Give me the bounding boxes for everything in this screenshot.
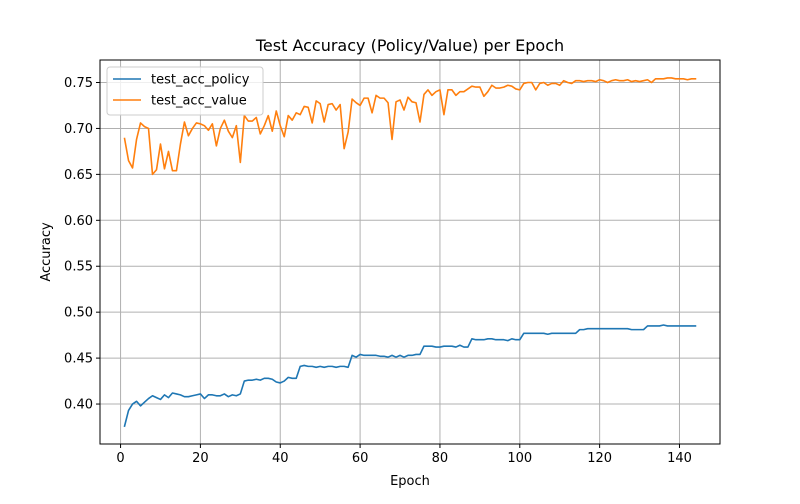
axis-ticks: 0 20 40 60 80 100 120 140 0.40 0.45 0.50 0.55 0.60 0.…: [64, 76, 692, 466]
x-axis-label: Epoch: [390, 474, 430, 489]
plot-area-frame: [99, 59, 721, 445]
series-group: [123, 77, 697, 428]
series-line-test_acc_value: [123, 77, 697, 176]
y-tick-label: 0.40: [64, 398, 93, 413]
series-line-test_acc_policy: [123, 324, 697, 428]
x-tick-label: 20: [192, 451, 209, 466]
y-tick-label: 0.50: [64, 306, 93, 321]
x-tick-label: 140: [667, 451, 692, 466]
x-tick-label: 100: [507, 451, 532, 466]
y-tick-label: 0.70: [64, 122, 93, 137]
x-tick-label: 40: [272, 451, 289, 466]
y-tick-label: 0.45: [64, 352, 93, 367]
y-tick-label: 0.60: [64, 214, 93, 229]
x-tick-label: 0: [116, 451, 124, 466]
y-axis-label: Accuracy: [39, 222, 54, 282]
y-tick-label: 0.75: [64, 76, 93, 91]
legend: test_acc_policy test_acc_value: [106, 66, 264, 116]
x-tick-label: 80: [432, 451, 449, 466]
x-tick-label: 60: [352, 451, 369, 466]
y-tick-label: 0.65: [64, 168, 93, 183]
x-tick-label: 120: [587, 451, 612, 466]
chart-title: Test Accuracy (Policy/Value) per Epoch: [255, 36, 564, 55]
legend-box: [106, 66, 264, 116]
legend-label-test_acc_policy: test_acc_policy: [151, 73, 250, 88]
legend-label-test_acc_value: test_acc_value: [151, 94, 247, 109]
y-tick-label: 0.55: [64, 260, 93, 275]
